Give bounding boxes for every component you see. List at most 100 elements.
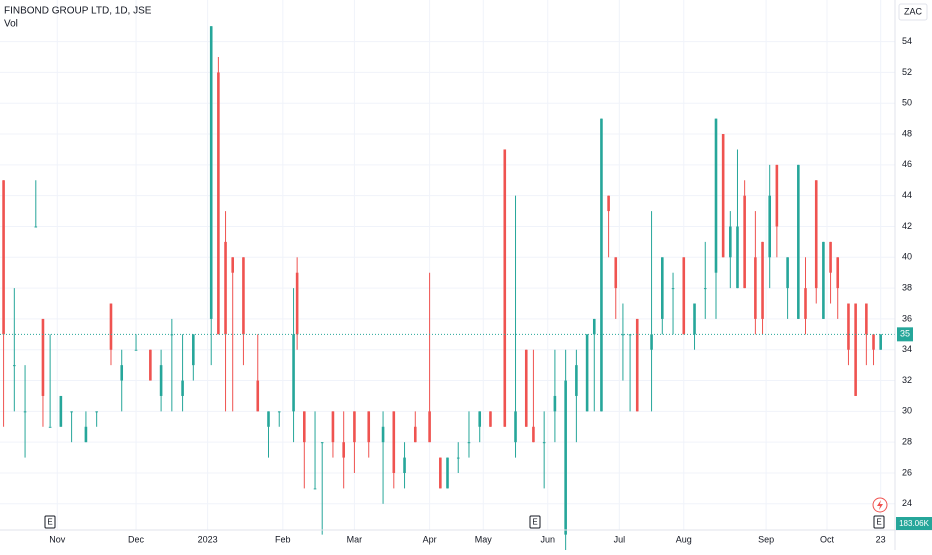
- x-tick-label: May: [475, 534, 493, 544]
- candle-body: [553, 395, 557, 412]
- candle-body: [865, 303, 868, 335]
- x-tick-label: Sep: [758, 534, 774, 544]
- earnings-box: [44, 515, 56, 529]
- x-tick-label: Jun: [540, 534, 555, 544]
- x-tick-label: Oct: [820, 534, 835, 544]
- candle-body: [743, 195, 746, 289]
- x-tick-label: Dec: [128, 534, 145, 544]
- earnings-box: [873, 515, 885, 529]
- candle-body: [181, 380, 184, 396]
- y-tick-label: 30: [902, 406, 912, 416]
- candle-body: [313, 488, 317, 490]
- candle-body: [353, 411, 356, 443]
- y-tick-label: 50: [902, 98, 912, 108]
- candle-body: [592, 318, 596, 335]
- candle-body: [478, 411, 482, 427]
- x-tick-label: Apr: [423, 534, 437, 544]
- y-tick-label: 28: [902, 437, 912, 447]
- candle-body: [84, 426, 88, 443]
- candle-body: [149, 349, 152, 381]
- candle-body: [650, 334, 653, 350]
- y-tick-label: 34: [902, 344, 912, 354]
- candle-body: [621, 334, 625, 336]
- candle-body: [392, 411, 396, 473]
- candle-body: [564, 380, 567, 535]
- currency-box[interactable]: [898, 3, 928, 21]
- x-tick-label: Nov: [49, 534, 66, 544]
- y-tick-label: 40: [902, 252, 912, 262]
- earnings-box: [529, 515, 541, 529]
- earnings-marker: E: [47, 518, 52, 527]
- candle-body: [256, 380, 260, 412]
- candle-body: [403, 457, 406, 473]
- candle-body: [614, 257, 618, 289]
- candle-body: [714, 118, 718, 273]
- candle-body: [2, 180, 5, 335]
- candle-body: [754, 257, 757, 319]
- earnings-marker: E: [532, 518, 537, 527]
- candle-body: [872, 334, 875, 350]
- axes: 24 26 28 30 32 34 36 38 40 42 44 46 48 50 52 54 Nov Dec 20…: [44, 36, 932, 544]
- candle-body: [814, 180, 818, 289]
- y-tick-label: 44: [902, 190, 912, 200]
- candle-body: [209, 26, 213, 319]
- candle-body: [514, 411, 517, 443]
- candle-body: [775, 164, 779, 227]
- candle-body: [703, 288, 707, 290]
- candle-body: [761, 241, 764, 319]
- candle-body: [456, 457, 460, 459]
- candle-body: [768, 195, 771, 258]
- candle-body: [682, 257, 686, 335]
- candle-body: [159, 365, 163, 396]
- candle-body: [367, 411, 371, 443]
- candle-body: [428, 411, 431, 443]
- candle-body: [607, 195, 610, 212]
- candle-body: [804, 288, 807, 319]
- flash-glyph: [877, 500, 883, 510]
- x-tick-label: Jul: [614, 534, 626, 544]
- candle-body: [786, 257, 789, 289]
- y-tick-label: 48: [902, 128, 912, 138]
- y-tick-label: 26: [902, 467, 912, 477]
- candle-body: [446, 457, 449, 489]
- y-tick-label: 52: [902, 67, 912, 77]
- candle-body: [41, 318, 45, 396]
- candle-body: [489, 411, 492, 427]
- candle-body: [585, 334, 589, 412]
- chart-title: FINBOND GROUP LTD, 1D, JSE: [4, 6, 152, 17]
- y-tick-label: 46: [902, 159, 912, 169]
- candle-body: [292, 334, 295, 412]
- candle-body: [320, 442, 324, 444]
- candle-body: [729, 226, 732, 258]
- candle-body: [797, 164, 800, 319]
- candle-body: [95, 411, 98, 413]
- y-tick-label: 42: [902, 221, 912, 231]
- candle-body: [134, 349, 138, 351]
- candle-body: [120, 365, 124, 381]
- candle-body: [575, 365, 578, 396]
- candle-body: [48, 426, 52, 428]
- currency-label[interactable]: ZAC: [904, 6, 923, 16]
- y-tick-label: 36: [902, 313, 912, 323]
- candle-body: [277, 411, 281, 413]
- last-price-label: 35: [900, 329, 910, 339]
- x-tick-label: Mar: [347, 534, 363, 544]
- candle-body: [59, 395, 63, 427]
- candle-body: [635, 318, 639, 412]
- volume-label: 183.06K: [899, 519, 929, 528]
- candle-body: [217, 72, 220, 335]
- candle-body: [736, 226, 739, 289]
- candle-body: [542, 442, 546, 444]
- candle-body: [671, 288, 675, 290]
- candle-body: [721, 134, 725, 258]
- candle-body: [34, 226, 38, 228]
- candle-body: [854, 303, 857, 396]
- candle-body: [847, 303, 850, 350]
- candle-body: [381, 426, 385, 443]
- candle-body: [342, 442, 345, 458]
- volume-legend: Vol: [4, 19, 18, 30]
- x-tick-label: Feb: [275, 534, 291, 544]
- earnings-marker: E: [876, 518, 881, 527]
- y-tick-label: 32: [902, 375, 912, 385]
